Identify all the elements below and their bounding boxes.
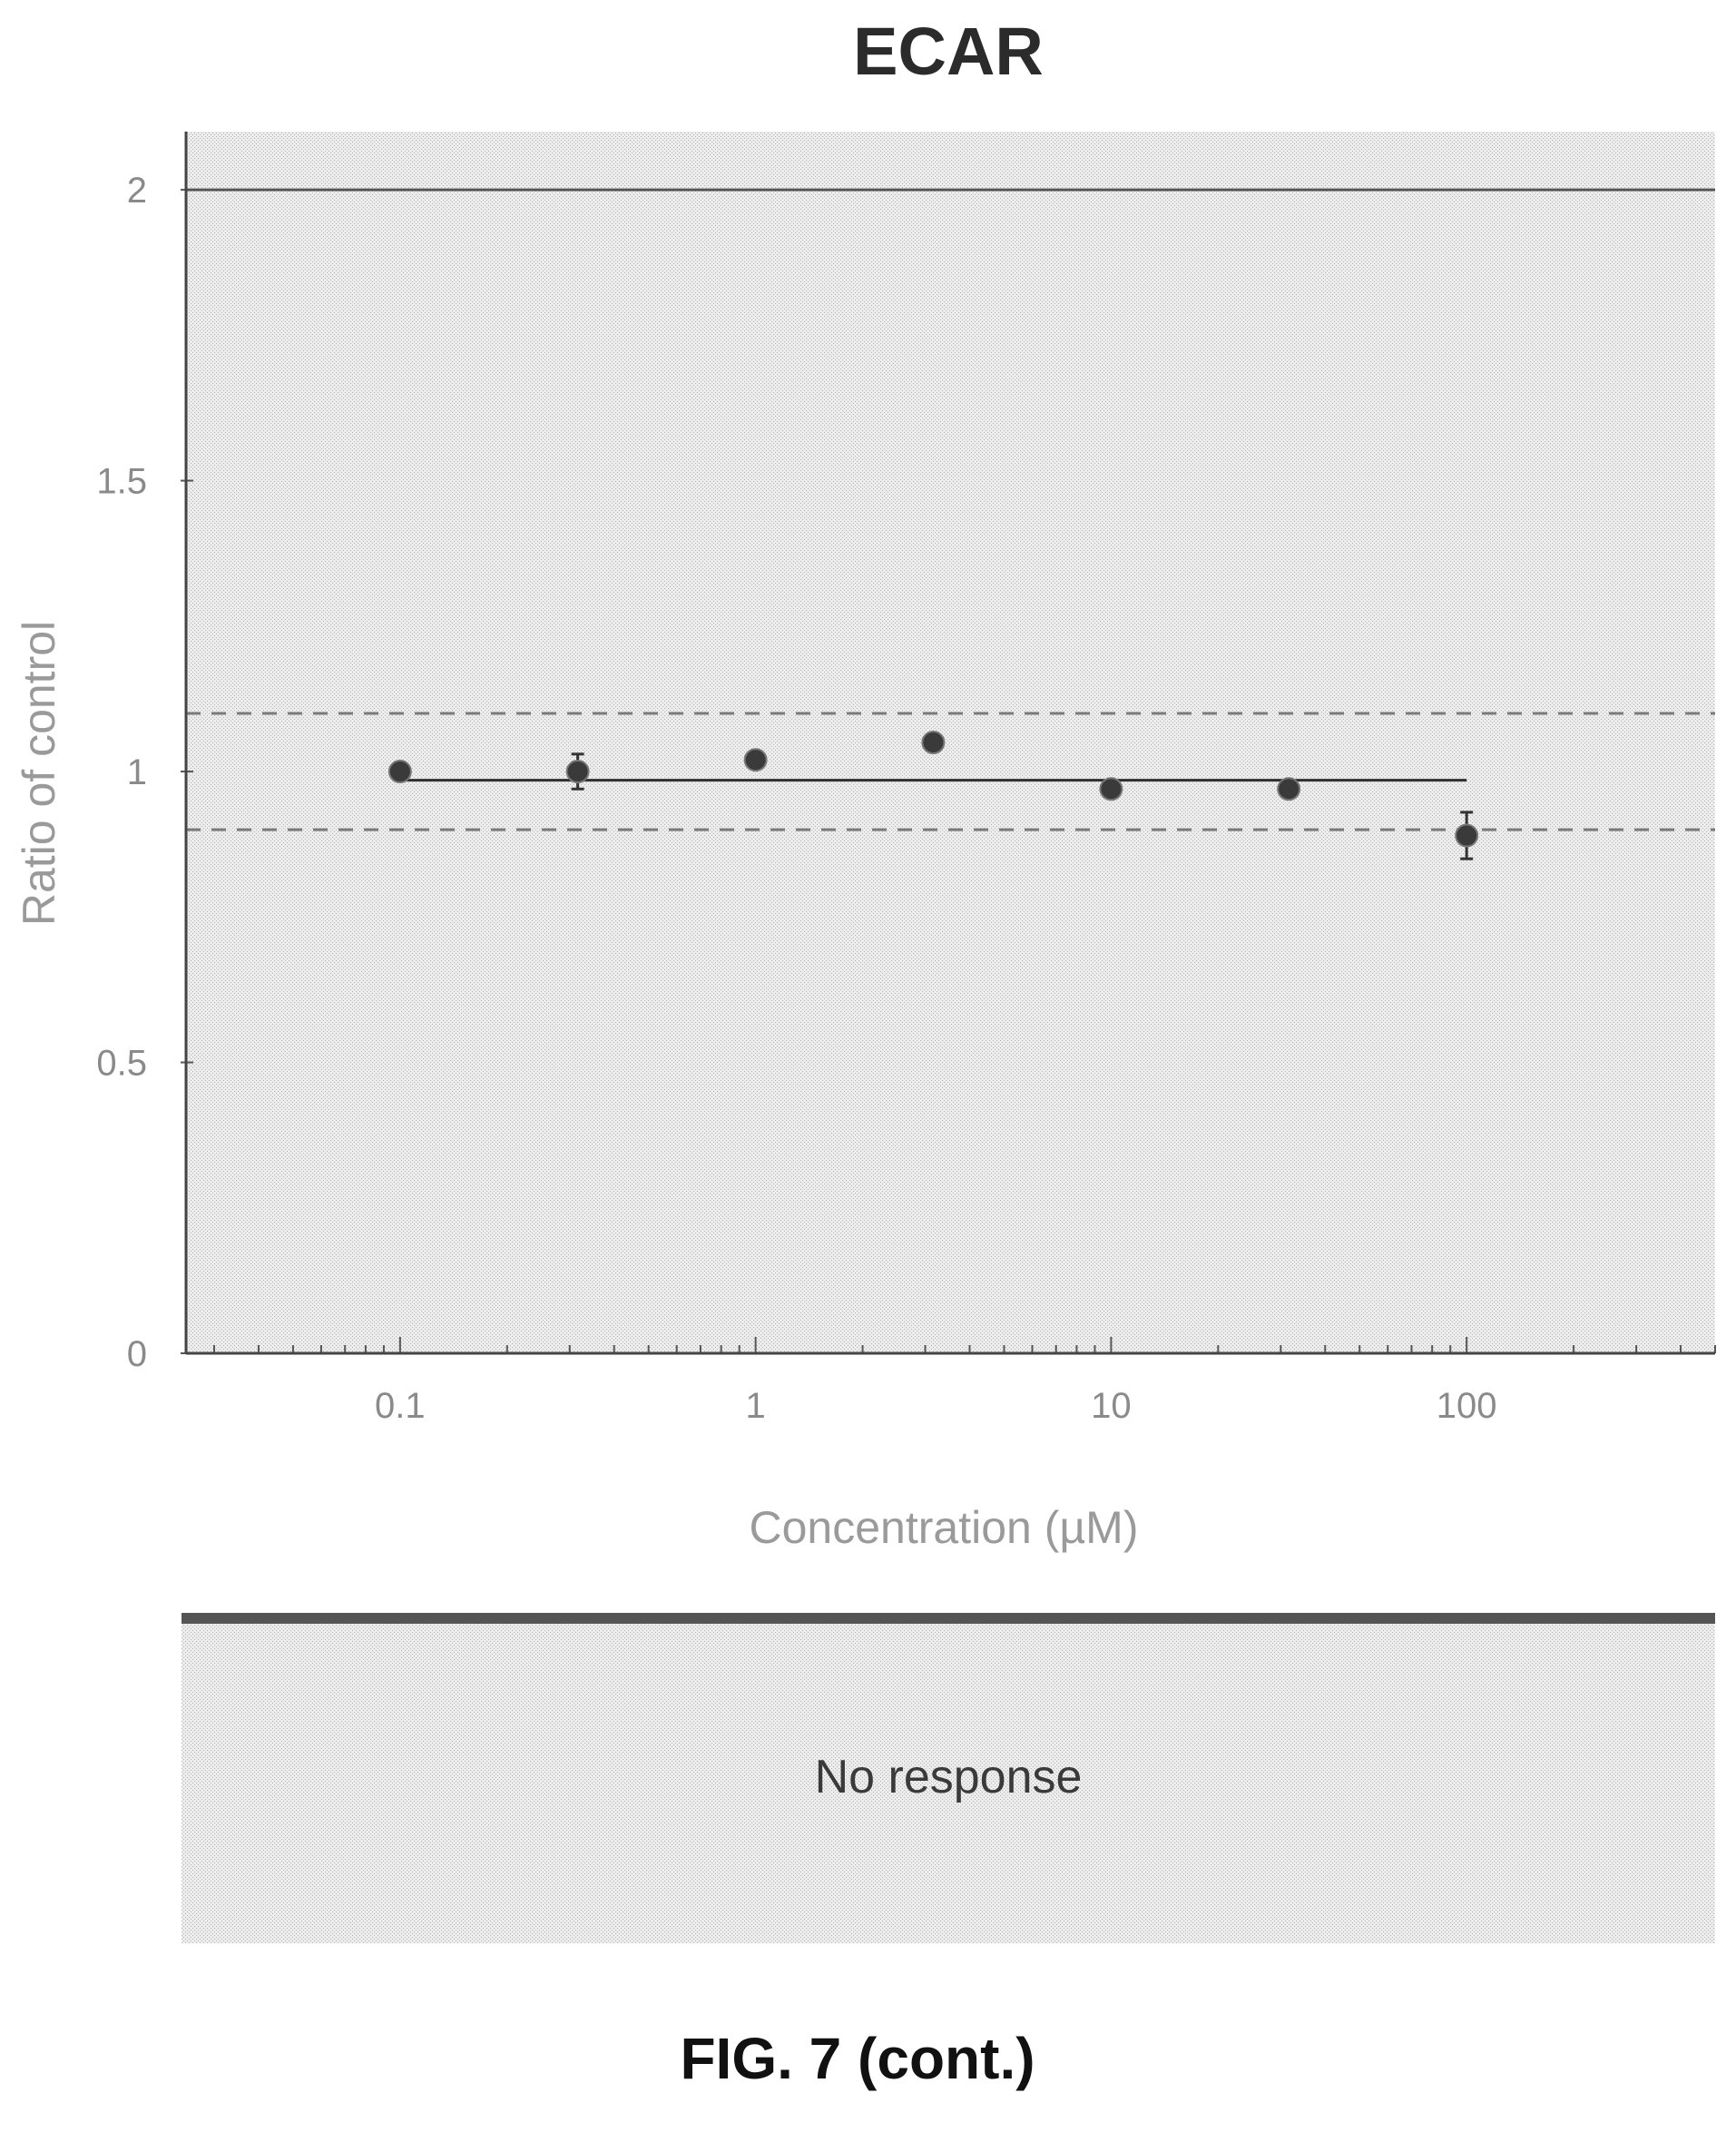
x-axis-title: Concentration (µM) [750,1502,1139,1553]
y-tick-label: 2 [127,171,147,211]
data-point [921,731,946,754]
data-points [387,731,1479,860]
result-divider [181,1613,1715,1624]
y-tick-label: 0.5 [96,1044,147,1084]
result-panel [181,1624,1715,1943]
data-point [743,748,768,772]
y-tick-label: 1 [127,752,147,792]
y-axis-title: Ratio of control [14,621,64,926]
figure-caption: FIG. 7 (cont.) [680,2026,1035,2091]
data-point [1277,777,1301,801]
data-point [387,760,412,784]
y-tick-label: 1.5 [96,462,147,502]
data-point [1455,823,1479,848]
y-tick-label: 0 [127,1334,147,1374]
data-point [1099,777,1123,801]
y-axis-ticks: 0 0.5 1 1.5 2 [96,171,193,1374]
x-tick-label: 100 [1437,1386,1497,1426]
plot-area [186,132,1715,1353]
chart-title: ECAR [853,14,1044,89]
result-text: No response [815,1751,1083,1803]
x-tick-label: 10 [1091,1386,1132,1426]
x-tick-label: 1 [746,1386,766,1426]
x-tick-label: 0.1 [375,1386,426,1426]
data-point [565,760,590,784]
x-axis-ticks: 0.1 1 10 100 [213,1337,1716,1426]
